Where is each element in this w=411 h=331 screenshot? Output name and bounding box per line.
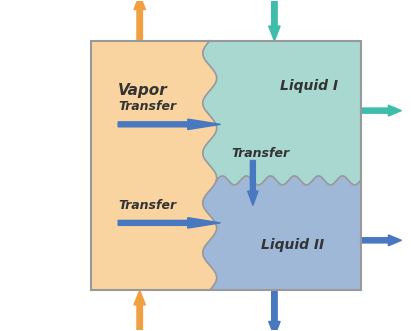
FancyArrow shape (118, 218, 221, 228)
Text: Transfer: Transfer (118, 199, 176, 212)
FancyArrow shape (269, 290, 280, 331)
FancyArrow shape (248, 161, 258, 206)
FancyArrow shape (118, 119, 221, 129)
Text: Liquid II: Liquid II (261, 238, 324, 252)
Bar (91, 41, 360, 290)
Text: Transfer: Transfer (231, 147, 289, 160)
FancyArrow shape (360, 235, 402, 246)
Polygon shape (203, 41, 360, 185)
Text: Liquid I: Liquid I (280, 79, 338, 93)
FancyArrow shape (134, 290, 145, 331)
Text: Transfer: Transfer (118, 100, 176, 114)
FancyArrow shape (360, 105, 402, 116)
Polygon shape (203, 176, 360, 290)
Polygon shape (91, 41, 217, 290)
FancyArrow shape (269, 0, 280, 41)
Text: Vapor: Vapor (118, 83, 168, 98)
FancyArrow shape (134, 0, 145, 41)
